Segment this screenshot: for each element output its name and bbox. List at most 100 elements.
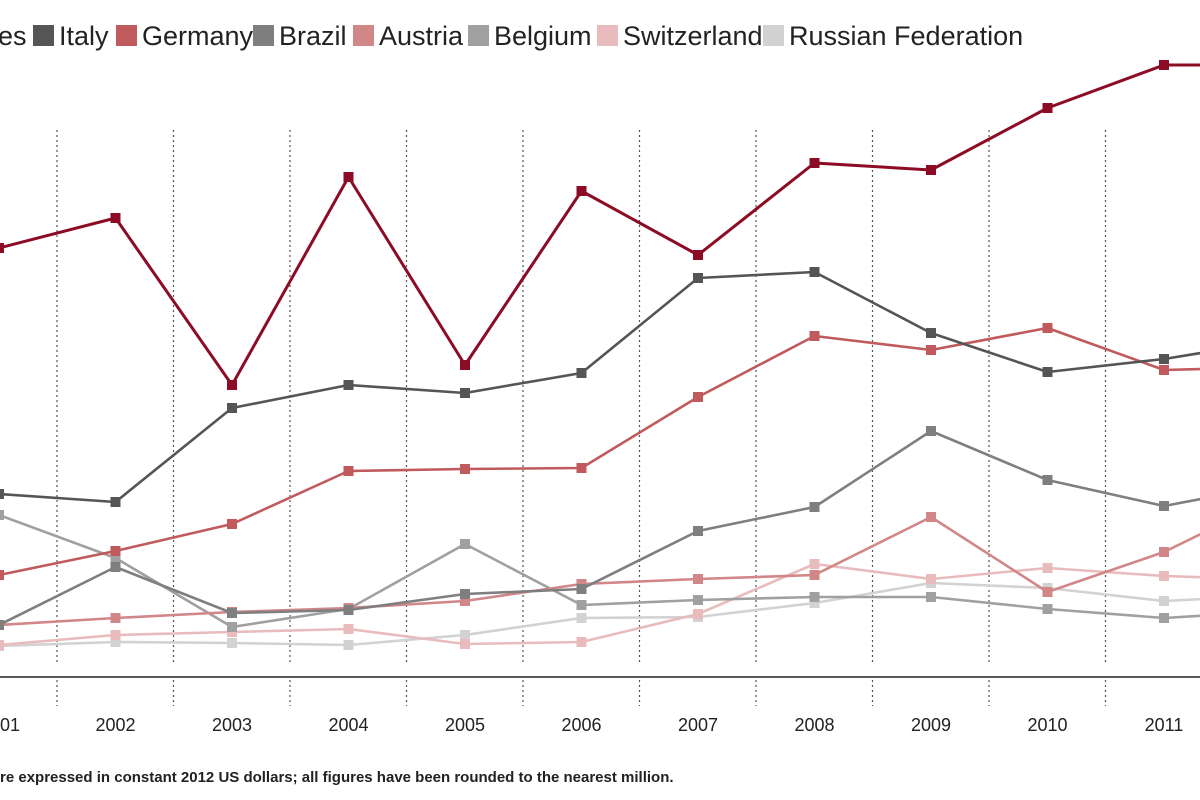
legend-label: Belgium <box>494 21 592 51</box>
series-line <box>0 581 1200 648</box>
data-point <box>1042 323 1053 333</box>
legend-label: Germany <box>142 21 254 51</box>
data-point <box>343 380 354 390</box>
data-point <box>110 546 121 556</box>
data-point <box>343 605 354 615</box>
data-point <box>343 640 354 650</box>
series-line <box>0 326 1200 577</box>
data-point <box>110 630 121 640</box>
data-point <box>576 637 587 647</box>
legend-swatch <box>763 25 784 46</box>
data-point <box>110 637 121 647</box>
data-point <box>343 172 354 182</box>
data-point <box>460 388 470 398</box>
data-point <box>1042 587 1053 597</box>
x-tick-label: 2003 <box>212 715 252 735</box>
data-point <box>926 512 936 522</box>
data-point <box>0 620 4 630</box>
x-tick-label: 2004 <box>328 715 368 735</box>
data-point <box>809 592 820 602</box>
data-point <box>809 158 820 168</box>
data-point <box>227 622 237 632</box>
data-point <box>1159 547 1169 557</box>
data-point <box>693 392 703 402</box>
data-point <box>576 186 587 196</box>
legend-label: Italy <box>59 21 109 51</box>
data-point <box>693 526 703 536</box>
data-point <box>1042 367 1053 377</box>
x-axis-ticks: 01 2002 2003 2004 2005 2006 2007 2008 2009 2010 20… <box>0 680 1183 735</box>
data-point <box>1042 604 1053 614</box>
data-point <box>693 595 703 605</box>
data-point <box>227 608 237 618</box>
data-point <box>1159 571 1169 581</box>
data-point <box>926 592 936 602</box>
legend-swatch <box>33 25 54 46</box>
data-point <box>576 368 587 378</box>
x-tick-label: 2008 <box>794 715 834 735</box>
legend-swatch <box>597 25 618 46</box>
data-point <box>343 466 354 476</box>
data-point <box>576 613 587 623</box>
data-point <box>227 638 237 648</box>
legend-label-cut: es <box>0 21 27 51</box>
data-point <box>1042 103 1053 113</box>
data-point <box>343 624 354 634</box>
data-point <box>693 574 703 584</box>
series-1 <box>0 267 1200 507</box>
x-tick-label: 2010 <box>1027 715 1067 735</box>
data-point <box>926 345 936 355</box>
data-point <box>926 165 936 175</box>
data-point <box>0 570 4 580</box>
data-point <box>809 267 820 277</box>
data-point <box>576 584 587 594</box>
data-point <box>926 574 936 584</box>
data-point <box>1159 596 1169 606</box>
data-point <box>460 360 470 370</box>
legend-swatch <box>253 25 274 46</box>
footnote: re expressed in constant 2012 US dollars… <box>0 769 674 786</box>
data-point <box>1159 501 1169 511</box>
data-point <box>227 380 237 390</box>
data-point <box>926 426 936 436</box>
data-point <box>809 502 820 512</box>
series-line <box>0 515 1200 627</box>
data-point <box>0 510 4 520</box>
data-point <box>110 562 121 572</box>
data-point <box>227 403 237 413</box>
data-point <box>809 559 820 569</box>
series-4 <box>0 512 1200 630</box>
data-point <box>1159 613 1169 623</box>
x-tick-label: 2007 <box>678 715 718 735</box>
series-line <box>0 513 1200 629</box>
data-point <box>110 497 121 507</box>
data-point <box>1159 60 1169 70</box>
data-point <box>1159 365 1169 375</box>
data-point <box>110 553 121 563</box>
series-line <box>0 429 1200 626</box>
data-point <box>693 609 703 619</box>
series-0 <box>0 60 1200 390</box>
series-3 <box>0 426 1200 630</box>
x-tick-label: 2002 <box>95 715 135 735</box>
series-line <box>0 63 1200 387</box>
legend-swatch <box>116 25 137 46</box>
data-point <box>460 589 470 599</box>
x-tick-label: 01 <box>0 715 20 735</box>
x-tick-label: 2006 <box>561 715 601 735</box>
x-tick-label: 2005 <box>445 715 485 735</box>
series-line <box>0 270 1200 504</box>
data-point <box>460 639 470 649</box>
data-point <box>576 600 587 610</box>
data-point <box>110 213 121 223</box>
legend-label: Austria <box>379 21 464 51</box>
data-point <box>460 630 470 640</box>
legend-label: Russian Federation <box>789 21 1023 51</box>
data-point <box>0 489 4 499</box>
data-point <box>0 243 4 253</box>
legend-label: Brazil <box>279 21 347 51</box>
data-point <box>809 570 820 580</box>
series-line <box>0 562 1200 647</box>
data-point <box>693 250 703 260</box>
